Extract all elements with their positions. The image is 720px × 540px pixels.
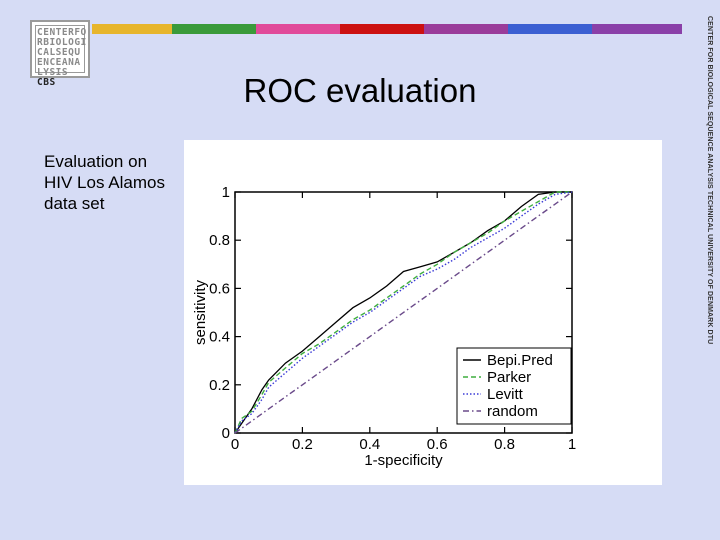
color-bar-segment bbox=[172, 24, 256, 34]
x-tick-label: 0.2 bbox=[292, 436, 313, 453]
roc-chart: 0 0.2 0.4 0.6 0.8 1 0 0.2 0.4 0.6 0.8 1 1-specificit… bbox=[192, 184, 576, 469]
logo-line-1: CENTERFO bbox=[37, 27, 87, 38]
logo-line-5: LYSIS CBS bbox=[37, 68, 88, 88]
logo-line-3: CALSEQU bbox=[37, 47, 81, 58]
color-bar-segment bbox=[508, 24, 592, 34]
legend-label: Parker bbox=[487, 369, 531, 386]
y-tick-label: 0.8 bbox=[209, 232, 230, 249]
plot-frame bbox=[234, 191, 573, 434]
series-line bbox=[234, 191, 572, 434]
series-line bbox=[234, 191, 573, 434]
color-bar-segment bbox=[92, 24, 172, 34]
logo-line-5-text: LYSIS bbox=[37, 67, 69, 78]
cbs-logo: CENTERFO RBIOLOGI CALSEQU ENCEANA LYSIS … bbox=[30, 20, 90, 88]
slide-body-text: Evaluation on HIV Los Alamos data set bbox=[44, 152, 165, 213]
legend-label: Bepi.Pred bbox=[487, 352, 553, 369]
legend-label: random bbox=[487, 403, 538, 420]
side-banner: CENTER FOR BIOLOGICAL SEQUENCE ANALYSIS … bbox=[706, 16, 713, 345]
y-tick-label: 1 bbox=[222, 184, 230, 201]
logo-line-2: RBIOLOGI bbox=[37, 37, 87, 48]
color-bar bbox=[92, 24, 682, 34]
y-tick-label: 0.4 bbox=[209, 329, 230, 346]
color-bar-segment bbox=[424, 24, 508, 34]
x-axis-label: 1-specificity bbox=[364, 452, 443, 469]
roc-chart-panel: 0 0.2 0.4 0.6 0.8 1 0 0.2 0.4 0.6 0.8 1 1-specificit… bbox=[184, 140, 662, 485]
x-tick-label: 0 bbox=[231, 436, 239, 453]
y-tick-label: 0 bbox=[222, 425, 230, 442]
y-tick-label: 0.6 bbox=[209, 280, 230, 297]
logo-line-4: ENCEANA bbox=[37, 57, 81, 68]
color-bar-segment bbox=[256, 24, 340, 34]
x-tick-label: 1 bbox=[568, 436, 576, 453]
series-line bbox=[234, 191, 573, 434]
logo-badge: CBS bbox=[37, 77, 56, 88]
series-line bbox=[234, 191, 572, 434]
y-axis-label: sensitivity bbox=[192, 279, 209, 345]
x-tick-label: 0.8 bbox=[494, 436, 515, 453]
x-tick-label: 0.4 bbox=[359, 436, 380, 453]
slide-title: ROC evaluation bbox=[243, 72, 477, 109]
legend-label: Levitt bbox=[487, 386, 524, 403]
color-bar-segment bbox=[592, 24, 682, 34]
x-tick-label: 0.6 bbox=[427, 436, 448, 453]
color-bar-segment bbox=[340, 24, 424, 34]
y-tick-label: 0.2 bbox=[209, 377, 230, 394]
